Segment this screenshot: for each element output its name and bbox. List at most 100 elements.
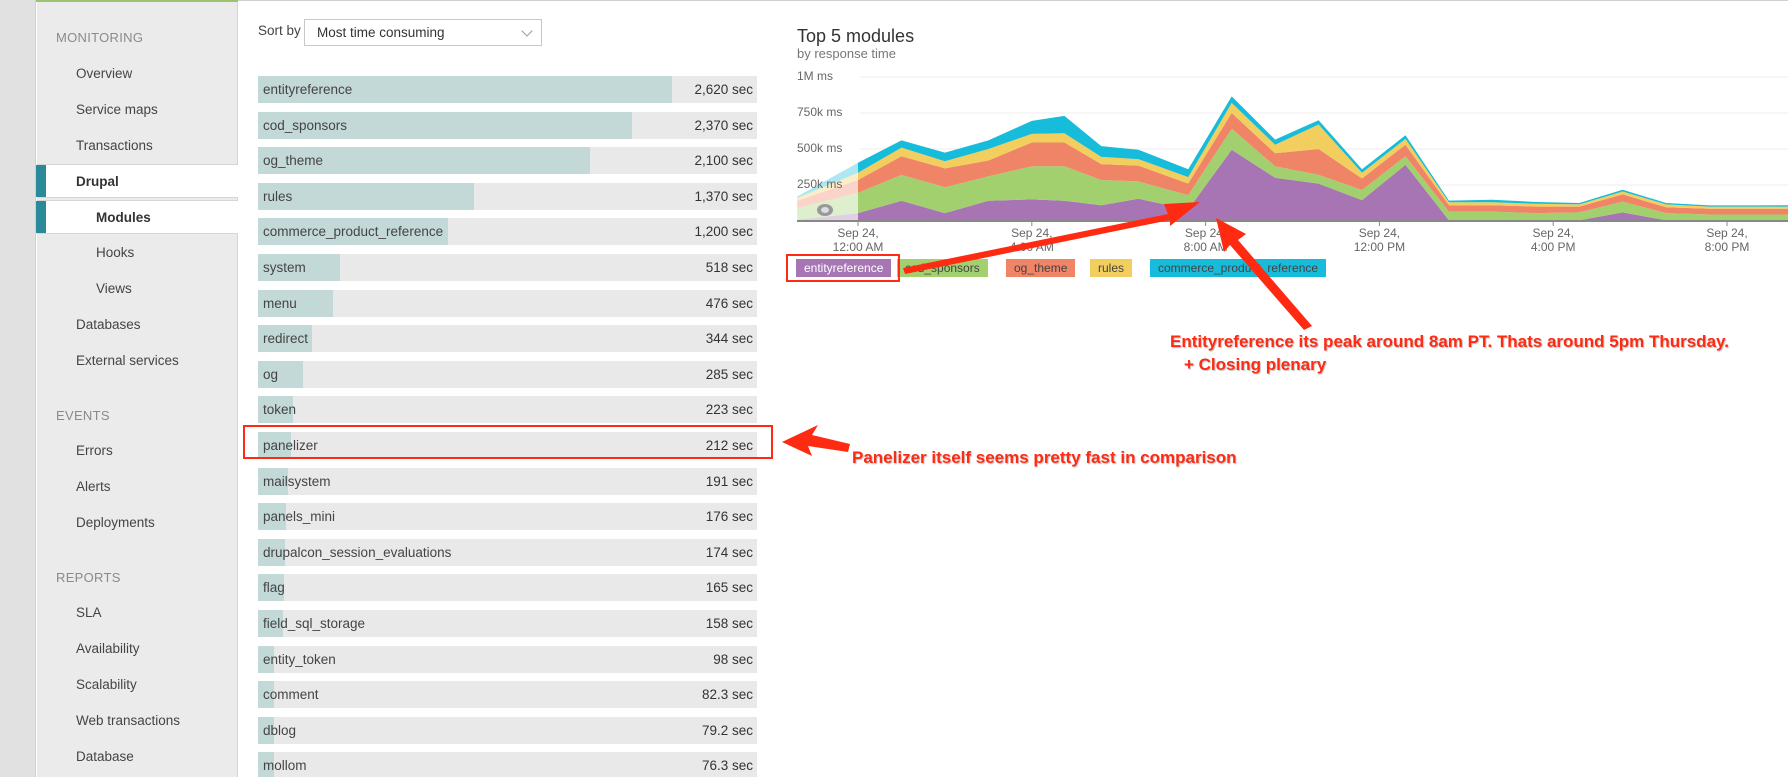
module-time: 2,370 sec (694, 117, 753, 133)
module-name: dblog (263, 722, 297, 738)
module-row[interactable]: rules 1,370 sec (258, 182, 757, 210)
top-accent-line (36, 0, 238, 2)
module-name: panels_mini (263, 509, 336, 525)
module-list: entityreference 2,620 sec cod_sponsors 2,37… (258, 76, 757, 777)
sidebar-item-label: Web transactions (76, 713, 181, 728)
y-axis-tick-label: 750k ms (797, 105, 843, 119)
module-name: menu (263, 295, 297, 311)
module-name: mollom (263, 758, 307, 774)
sidebar-section-title: EVENTS (56, 408, 110, 423)
sidebar-item-external-services[interactable]: External services (37, 344, 238, 378)
module-time: 1,370 sec (694, 188, 753, 204)
module-row[interactable]: og_theme 2,100 sec (258, 147, 757, 175)
module-row[interactable]: entity_token 98 sec (258, 645, 757, 673)
sidebar-item-deployments[interactable]: Deployments (37, 506, 238, 540)
module-bar (258, 681, 274, 709)
module-bar (258, 431, 292, 459)
sidebar-item-label: Errors (76, 443, 113, 458)
module-row[interactable]: og 285 sec (258, 360, 757, 388)
chart-title: Top 5 modules (797, 26, 915, 46)
module-name: redirect (263, 331, 309, 347)
sidebar-item-scalability[interactable]: Scalability (37, 668, 238, 702)
sidebar-item-errors[interactable]: Errors (37, 434, 238, 468)
legend-item-entityreference[interactable]: entityreference (796, 259, 892, 277)
legend-item-cod_sponsors[interactable]: cod_sponsors (897, 259, 988, 277)
module-row[interactable]: flag 165 sec (258, 574, 757, 602)
module-row[interactable]: cod_sponsors 2,370 sec (258, 111, 757, 139)
series-area-cod_sponsors (797, 128, 1788, 221)
legend-item-commerce_product_reference[interactable]: commerce_product_reference (1150, 259, 1327, 277)
module-row[interactable]: entityreference 2,620 sec (258, 76, 757, 103)
module-bar (258, 645, 274, 673)
legend-item-rules[interactable]: rules (1090, 259, 1133, 277)
module-row[interactable]: mollom 76.3 sec (258, 752, 757, 777)
module-name: drupalcon_session_evaluations (263, 544, 452, 560)
sidebar-item-label: External services (76, 353, 179, 368)
module-time: 2,620 sec (694, 82, 753, 97)
module-time: 223 sec (705, 402, 753, 418)
x-axis-tick-label: Sep 24, 4:00 AM (1009, 226, 1054, 254)
y-axis-tick-label: 250k ms (797, 177, 843, 191)
sidebar-item-sla[interactable]: SLA (37, 596, 238, 630)
module-bar (258, 182, 475, 210)
x-axis-tick-label: Sep 24, 8:00 PM (1704, 226, 1750, 254)
module-bar (258, 503, 286, 531)
module-row[interactable]: panelizer 212 sec (258, 431, 757, 459)
module-time: 212 sec (705, 437, 753, 453)
module-time: 76.3 sec (701, 758, 753, 774)
module-row[interactable]: field_sql_storage 158 sec (258, 609, 757, 637)
sidebar-item-drupal[interactable]: Drupal (36, 164, 238, 198)
sidebar-item-label: SLA (76, 605, 102, 620)
sort-selected-value: Most time consuming (317, 25, 445, 40)
sidebar-item-database[interactable]: Database (37, 740, 238, 774)
module-bar (258, 716, 274, 744)
module-bar (258, 360, 304, 388)
sidebar-item-modules[interactable]: Modules (36, 200, 238, 234)
module-row[interactable]: drupalcon_session_evaluations 174 sec (258, 538, 757, 566)
module-bar (258, 752, 274, 777)
x-axis-tick-label: Sep 24, 4:00 PM (1530, 226, 1576, 254)
module-time: 82.3 sec (701, 687, 753, 703)
module-bar (258, 253, 340, 281)
sidebar-item-web-transactions[interactable]: Web transactions (37, 704, 238, 738)
module-row[interactable]: mailsystem 191 sec (258, 467, 757, 495)
sidebar-item-label: Transactions (76, 138, 153, 153)
module-row[interactable]: dblog 79.2 sec (258, 716, 757, 744)
sidebar-item-views[interactable]: Views (37, 272, 238, 306)
sidebar-item-label: Deployments (76, 515, 155, 530)
module-name: entityreference (263, 82, 353, 97)
module-row[interactable]: redirect 344 sec (258, 325, 757, 353)
module-row[interactable]: menu 476 sec (258, 289, 757, 317)
module-row[interactable]: system 518 sec (258, 253, 757, 281)
module-time: 191 sec (705, 473, 753, 489)
module-row[interactable]: comment 82.3 sec (258, 681, 757, 709)
module-row[interactable]: commerce_product_reference 1,200 sec (258, 218, 757, 246)
module-name: rules (263, 188, 293, 204)
sidebar-item-service-maps[interactable]: Service maps (37, 93, 238, 127)
sidebar-item-databases[interactable]: Databases (37, 308, 238, 342)
sidebar-item-overview[interactable]: Overview (37, 57, 238, 91)
sidebar-item-hooks[interactable]: Hooks (37, 236, 238, 270)
module-row[interactable]: panels_mini 176 sec (258, 503, 757, 531)
module-bar (258, 325, 313, 353)
sidebar-item-label: Overview (76, 66, 133, 81)
module-row[interactable]: token 223 sec (258, 396, 757, 424)
x-axis-tick-label: Sep 24, 12:00 PM (1353, 226, 1406, 254)
sidebar-item-availability[interactable]: Availability (37, 632, 238, 666)
module-time: 1,200 sec (694, 224, 753, 240)
sidebar-item-label: Modules (96, 210, 151, 225)
sidebar-item-alerts[interactable]: Alerts (37, 470, 238, 504)
module-bar (258, 289, 334, 317)
module-time: 518 sec (705, 259, 753, 275)
legend-highlight-box (786, 254, 900, 282)
sort-dropdown[interactable]: Most time consuming (304, 19, 542, 46)
legend-item-og_theme[interactable]: og_theme (1006, 259, 1076, 277)
top-divider (238, 0, 1788, 1)
sidebar-item-label: Views (96, 281, 132, 296)
sidebar-item-transactions[interactable]: Transactions (37, 129, 238, 163)
panelizer-highlight-box (243, 425, 773, 459)
module-name: comment (263, 687, 319, 703)
module-bar (258, 467, 289, 495)
module-name: mailsystem (263, 473, 331, 489)
stacked-area-chart[interactable] (0, 0, 1788, 300)
